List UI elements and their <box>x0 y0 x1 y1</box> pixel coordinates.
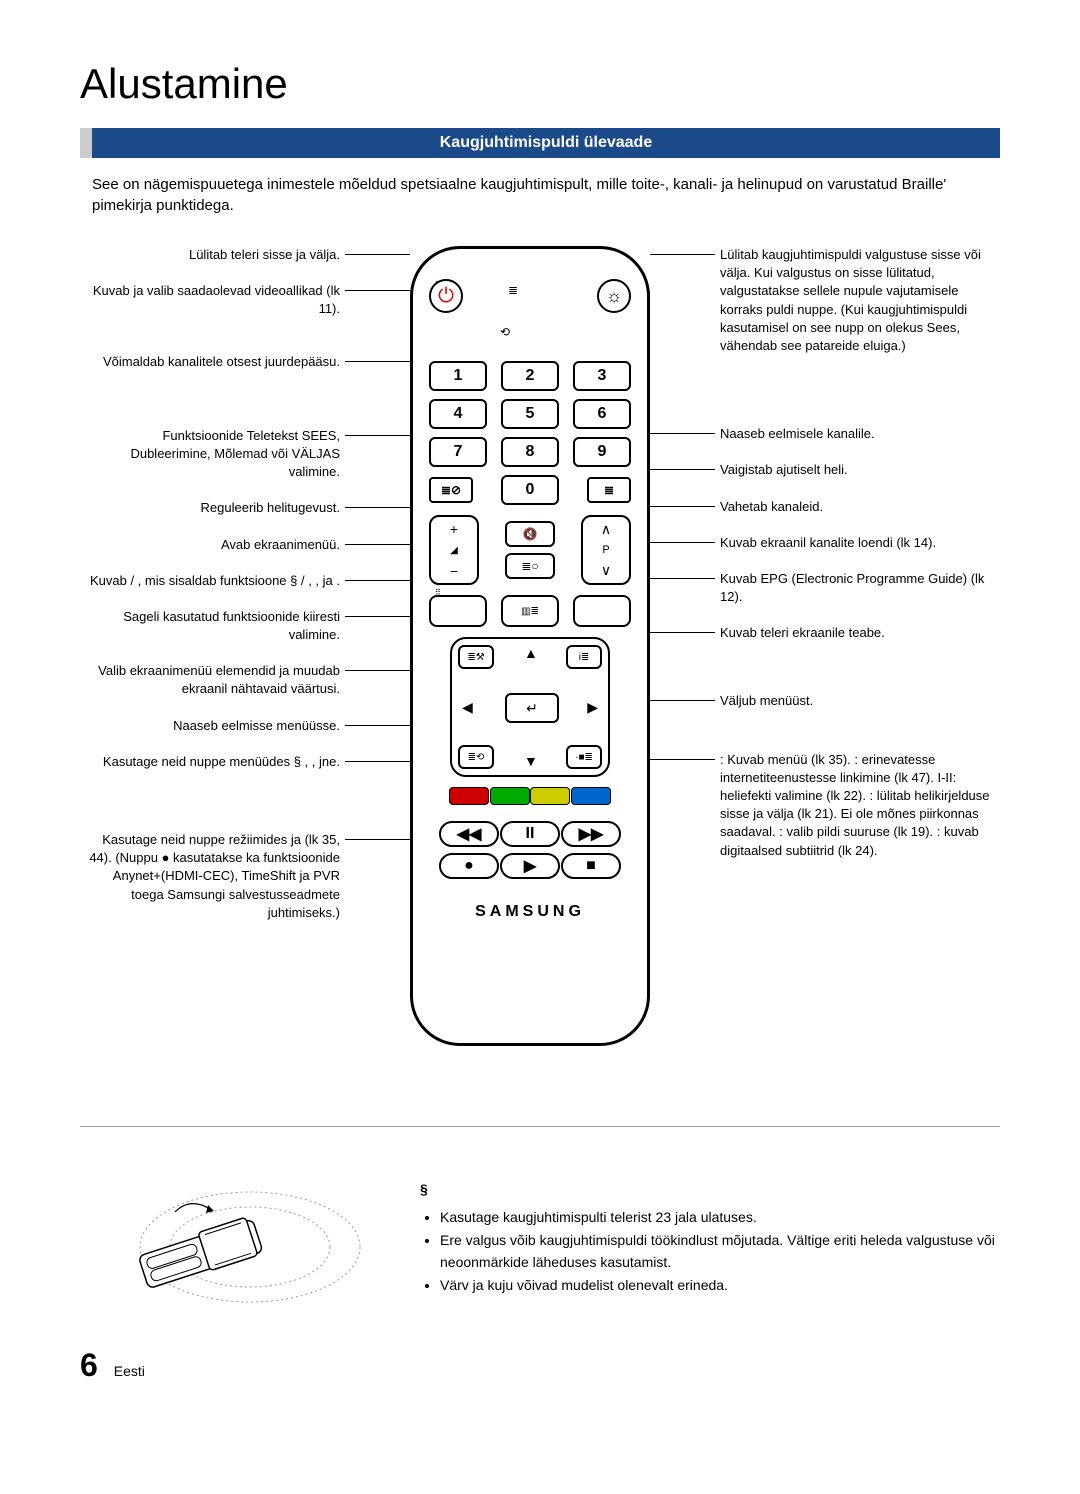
callout-extras: : Kuvab menüü (lk 35). : erinevatesse in… <box>720 751 1000 860</box>
callout-prech: Naaseb eelmisele kanalile. <box>720 425 1000 443</box>
pause-button[interactable]: II <box>500 821 560 847</box>
note-item: Värv ja kuju võivad mudelist olenevalt e… <box>440 1274 1000 1296</box>
remote-column: ⠃ ⏻ ≣ ☼ ⟲ 123 456 789 ≣⊘0≣ ⠿ + ◢ <box>370 246 690 1046</box>
page-footer: 6 Eesti <box>80 1347 1000 1384</box>
ch-up-icon: ∧ <box>601 521 611 538</box>
dpad-right[interactable]: ▶ <box>587 699 598 716</box>
brand-logo: SAMSUNG <box>429 903 631 921</box>
light-button[interactable]: ☼ <box>597 279 631 313</box>
vol-icon: ◢ <box>450 545 458 556</box>
callout-power: Lülitab teleri sisse ja välja. <box>80 246 340 264</box>
dpad-up[interactable]: ▲ <box>524 645 538 661</box>
num-9[interactable]: 9 <box>573 437 631 467</box>
vol-down-icon: − <box>450 563 458 579</box>
light-icon: ☼ <box>606 286 623 307</box>
callout-channel: Vahetab kanaleid. <box>720 498 1000 516</box>
callout-numpad: Võimaldab kanalitele otsest juurdepääsu. <box>80 353 340 371</box>
volume-rocker[interactable]: + ◢ − <box>429 515 479 585</box>
braille-dots-icon: ⠿ <box>435 589 441 597</box>
num-5[interactable]: 5 <box>501 399 559 429</box>
play-button[interactable]: ▶ <box>500 853 560 879</box>
callout-info: Kuvab teleri ekraanile teabe. <box>720 624 1000 642</box>
callout-transport: Kasutage neid nuppe režiimides ja (lk 35… <box>80 831 340 922</box>
rewind-button[interactable]: ◀◀ <box>439 821 499 847</box>
callout-menu: Avab ekraanimenüü. <box>80 536 340 554</box>
exit-button[interactable]: ·■≣ <box>566 745 602 769</box>
return-button[interactable]: ≣⟲ <box>458 745 494 769</box>
num-2[interactable]: 2 <box>501 361 559 391</box>
source-button[interactable]: ⟲ <box>500 325 560 351</box>
notes-header: § <box>420 1178 1000 1200</box>
callout-mute: Vaigistab ajutiselt heli. <box>720 461 1000 479</box>
num-1[interactable]: 1 <box>429 361 487 391</box>
num-4[interactable]: 4 <box>429 399 487 429</box>
info-button[interactable]: i≣ <box>566 645 602 669</box>
note-item: Ere valgus võib kaugjuhtimispuldi töökin… <box>440 1229 1000 1274</box>
yellow-button[interactable] <box>530 787 570 805</box>
stop-button[interactable]: ■ <box>561 853 621 879</box>
remote-body: ⠃ ⏻ ≣ ☼ ⟲ 123 456 789 ≣⊘0≣ ⠿ + ◢ <box>410 246 650 1046</box>
channel-rocker[interactable]: ∧ P ∨ <box>581 515 631 585</box>
callout-light: Lülitab kaugjuhtimispuldi valgustuse sis… <box>720 246 1000 355</box>
callout-volume: Reguleerib helitugevust. <box>80 499 340 517</box>
braille-dots-icon: ⠃ <box>435 281 441 289</box>
vol-up-icon: + <box>450 521 458 537</box>
num-8[interactable]: 8 <box>501 437 559 467</box>
ch-down-icon: ∨ <box>601 562 611 579</box>
green-button[interactable] <box>490 787 530 805</box>
menu-button[interactable] <box>429 595 487 627</box>
enter-button[interactable]: ↵ <box>505 693 559 723</box>
page: Alustamine Kaugjuhtimispuldi ülevaade Se… <box>0 0 1080 1424</box>
fastfwd-button[interactable]: ▶▶ <box>561 821 621 847</box>
mute-button[interactable]: 🔇 <box>505 521 555 547</box>
ttx-button[interactable]: ≣⊘ <box>429 477 473 503</box>
dpad-left[interactable]: ◀ <box>462 699 473 716</box>
left-callouts: Lülitab teleri sisse ja välja. Kuvab ja … <box>80 246 340 940</box>
page-number: 6 <box>80 1347 98 1384</box>
prech-button[interactable]: ≣ <box>587 477 631 503</box>
chlist-button[interactable]: ≣○ <box>505 553 555 579</box>
guide-button[interactable] <box>573 595 631 627</box>
note-item: Kasutage kaugjuhtimispulti telerist 23 j… <box>440 1206 1000 1228</box>
callout-chlist: Kuvab ekraanil kanalite loendi (lk 14). <box>720 534 1000 552</box>
num-3[interactable]: 3 <box>573 361 631 391</box>
content-button[interactable]: ▥≣ <box>501 595 559 627</box>
tools-button[interactable]: ≣⚒ <box>458 645 494 669</box>
callout-exit: Väljub menüüst. <box>720 692 1000 710</box>
p-label: P <box>602 544 609 556</box>
right-callouts: Lülitab kaugjuhtimispuldi valgustuse sis… <box>720 246 1000 878</box>
callout-dpad: Valib ekraanimenüü elemendid ja muudab e… <box>80 662 340 698</box>
num-7[interactable]: 7 <box>429 437 487 467</box>
red-button[interactable] <box>449 787 489 805</box>
battery-install-figure <box>80 1157 380 1317</box>
page-title: Alustamine <box>80 60 1000 108</box>
usage-notes: § Kasutage kaugjuhtimispulti telerist 23… <box>420 1178 1000 1296</box>
num-0[interactable]: 0 <box>501 475 559 505</box>
section-header-bar: Kaugjuhtimispuldi ülevaade <box>80 128 1000 158</box>
bottom-section: § Kasutage kaugjuhtimispulti telerist 23… <box>80 1157 1000 1317</box>
dpad-down[interactable]: ▼ <box>524 753 538 769</box>
blue-button[interactable] <box>571 787 611 805</box>
color-buttons-row <box>449 787 611 805</box>
intro-text: See on nägemispuuetega inimestele mõeldu… <box>80 174 1000 216</box>
callout-ttx: Funktsioonide Teletekst SEES, Dubleerimi… <box>80 427 340 482</box>
callout-colors: Kasutage neid nuppe menüüdes § , , jne. <box>80 753 340 771</box>
callout-guide: Kuvab EPG (Electronic Programme Guide) (… <box>720 570 1000 606</box>
callout-source: Kuvab ja valib saadaolevad videoallikad … <box>80 282 340 318</box>
num-6[interactable]: 6 <box>573 399 631 429</box>
remote-diagram: Lülitab teleri sisse ja välja. Kuvab ja … <box>80 246 1000 1046</box>
callout-return: Naaseb eelmisse menüüsse. <box>80 717 340 735</box>
divider <box>80 1126 1000 1127</box>
page-language: Eesti <box>114 1363 145 1379</box>
callout-content: Kuvab / , mis sisaldab funktsioone § / ,… <box>80 572 340 590</box>
dpad: ≣⚒ i≣ ≣⟲ ·■≣ ▲ ▼ ◀ ▶ ↵ <box>450 637 610 777</box>
record-button[interactable]: ● <box>439 853 499 879</box>
callout-tools: Sageli kasutatud funktsioonide kiiresti … <box>80 608 340 644</box>
small-button-1[interactable]: ≣ <box>508 283 552 309</box>
